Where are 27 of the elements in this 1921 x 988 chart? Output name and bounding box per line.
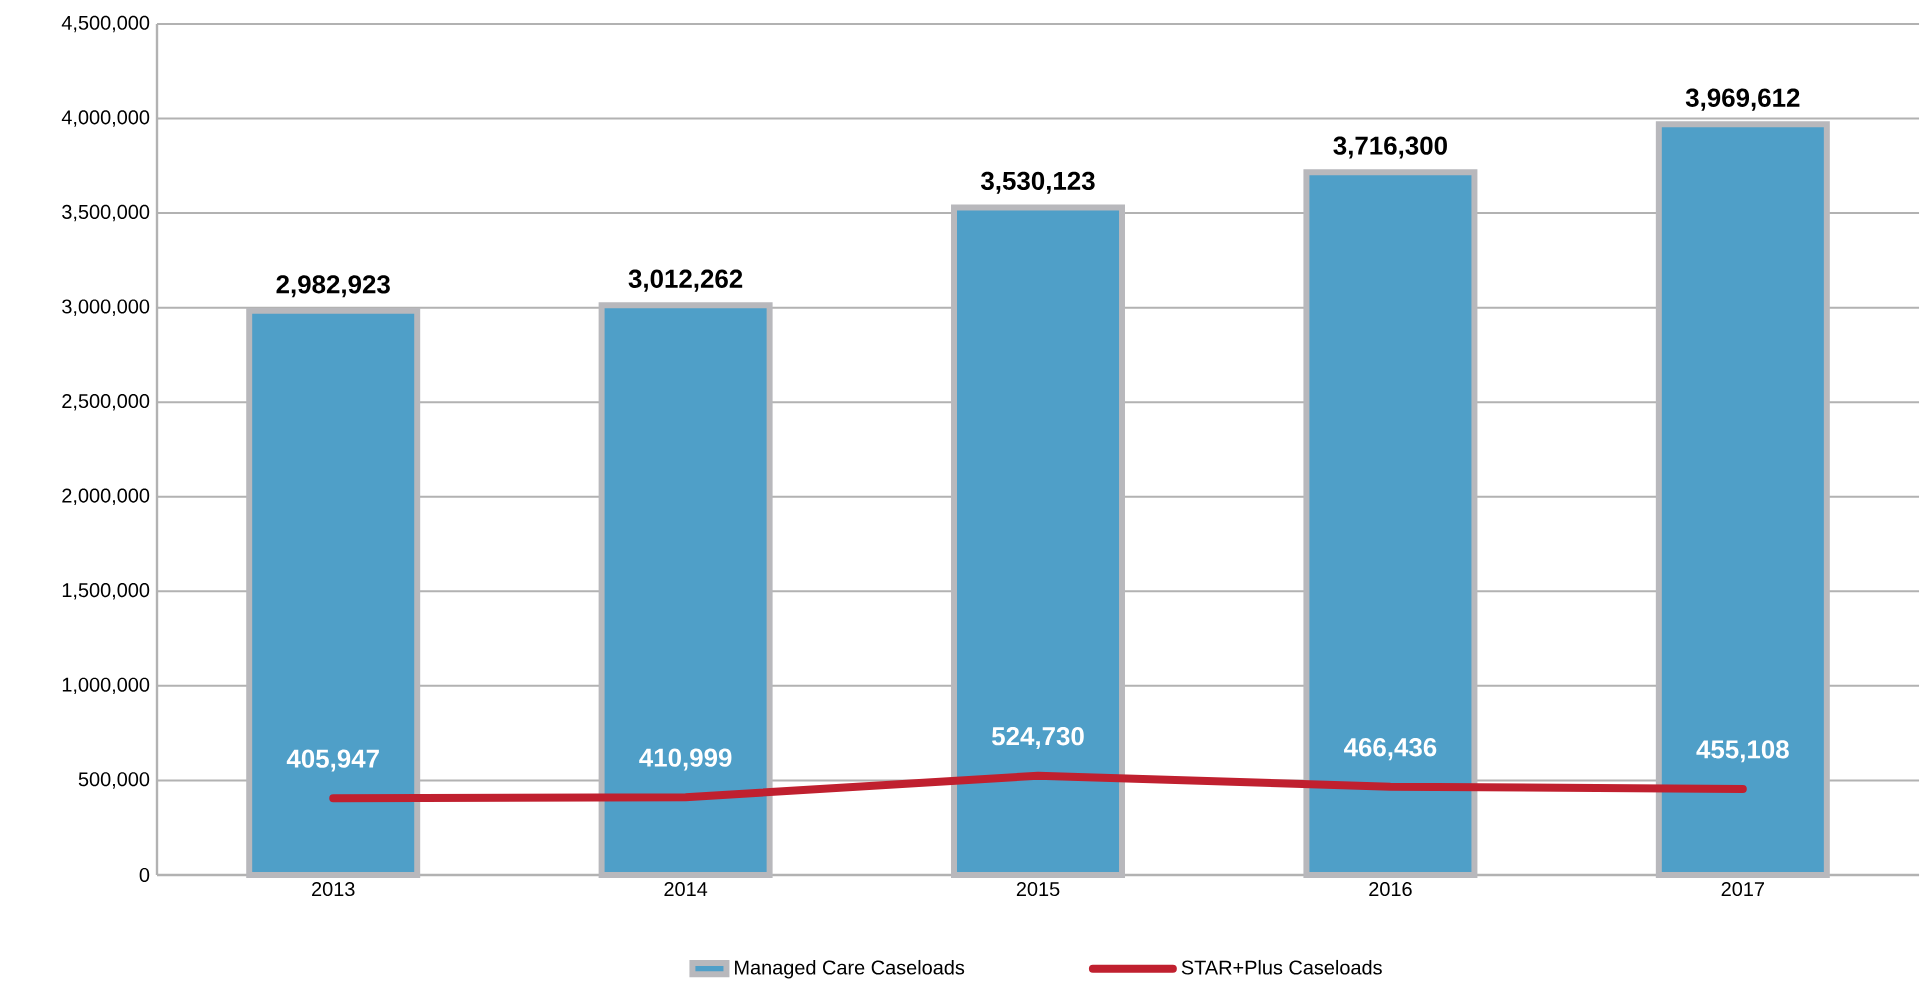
data-label: 2,982,923 [276, 275, 390, 298]
data-label: 3,716,300 [1333, 136, 1447, 159]
x-tick-label: 2015 [1016, 882, 1060, 897]
y-tick-label: 1,500,000 [62, 583, 150, 600]
y-tick-label: 2,500,000 [62, 393, 150, 411]
y-tick-label: 1,000,000 [62, 677, 150, 695]
x-tick-label: 2014 [664, 882, 708, 897]
data-label: 455,108 [1696, 740, 1789, 763]
data-label: 3,530,123 [980, 171, 1095, 194]
y-tick-label: 3,000,000 [62, 299, 150, 316]
y-tick-label: 4,000,000 [61, 110, 150, 127]
data-label: 410,999 [639, 748, 732, 771]
y-tick-label: 3,500,000 [62, 204, 150, 222]
data-label: 466,436 [1344, 738, 1437, 761]
y-tick-label: 2,000,000 [62, 488, 150, 505]
y-tick-label: 4,500,000 [61, 15, 150, 33]
legend-label: STAR+Plus Caseloads [1181, 959, 1382, 975]
legend-label: Managed Care Caseloads [735, 959, 965, 979]
y-tick-label: 0 [139, 867, 150, 883]
x-tick-label: 2013 [312, 882, 355, 897]
data-label: 3,969,612 [1685, 88, 1800, 111]
data-label: 3,012,262 [628, 269, 743, 292]
y-tick-label: 500,000 [78, 772, 150, 789]
data-label: 524,730 [992, 727, 1084, 750]
x-tick-label: 2016 [1369, 882, 1412, 897]
x-tick-label: 2017 [1721, 882, 1764, 897]
data-label: 405,947 [286, 749, 379, 772]
